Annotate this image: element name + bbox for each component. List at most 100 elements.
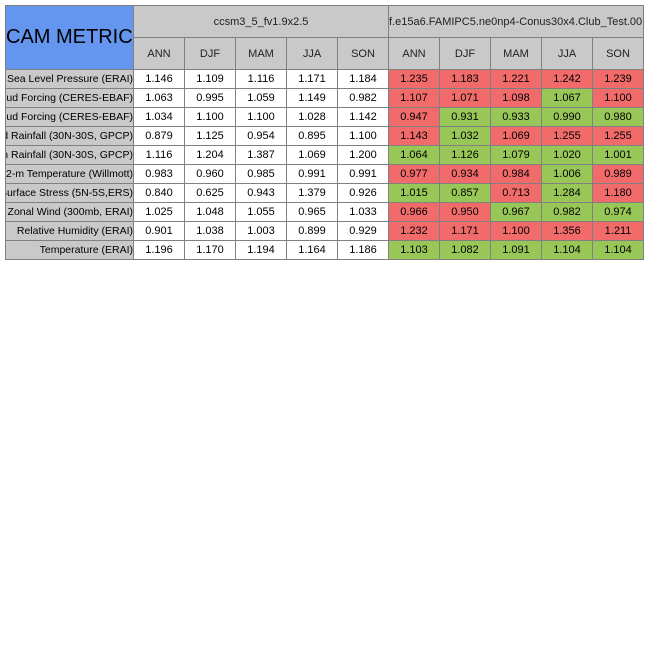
metric-label: Ocean Rainfall (30N-30S, GPCP) xyxy=(5,145,134,165)
table-row: Sea Level Pressure (ERAI) 1.146 1.109 1.116… xyxy=(5,69,645,89)
metric-label: LW Cloud Forcing (CERES-EBAF) xyxy=(5,107,134,127)
test-value-cell: 1.180 xyxy=(591,183,645,203)
metric-label: Relative Humidity (ERAI) xyxy=(5,221,134,241)
test-value-cell: 1.079 xyxy=(490,145,542,165)
test-value-cell: 1.071 xyxy=(439,88,491,108)
test-value-cell: 1.015 xyxy=(388,183,440,203)
base-value-cell: 1.184 xyxy=(337,69,389,89)
base-value-cell: 1.149 xyxy=(286,88,338,108)
table-body: Sea Level Pressure (ERAI) 1.146 1.109 1.116… xyxy=(5,69,645,260)
base-value-cell: 1.142 xyxy=(337,107,389,127)
test-value-cell: 1.104 xyxy=(591,240,645,260)
base-value-cell: 0.960 xyxy=(184,164,236,184)
test-value-cell: 1.098 xyxy=(490,88,542,108)
base-value-cell: 1.204 xyxy=(184,145,236,165)
base-value-cell: 0.991 xyxy=(286,164,338,184)
base-value-cell: 1.100 xyxy=(337,126,389,146)
test-value-cell: 0.931 xyxy=(439,107,491,127)
metric-label: Temperature (ERAI) xyxy=(5,240,134,260)
test-value-cell: 0.947 xyxy=(388,107,440,127)
base-value-cell: 0.983 xyxy=(133,164,185,184)
metric-label-text: Relative Humidity (ERAI) xyxy=(16,225,133,237)
base-value-cell: 1.116 xyxy=(235,69,287,89)
base-value-cell: 0.995 xyxy=(184,88,236,108)
base-value-cell: 1.003 xyxy=(235,221,287,241)
test-value-cell: 1.100 xyxy=(591,88,645,108)
base-value-cell: 1.164 xyxy=(286,240,338,260)
base-value-cell: 1.100 xyxy=(184,107,236,127)
test-value-cell: 1.020 xyxy=(541,145,593,165)
test-value-cell: 1.103 xyxy=(388,240,440,260)
test-value-cell: 0.967 xyxy=(490,202,542,222)
test-value-cell: 0.989 xyxy=(591,164,645,184)
base-value-cell: 0.895 xyxy=(286,126,338,146)
base-value-cell: 1.125 xyxy=(184,126,236,146)
base-case-header: ccsm3_5_fv1.9x2.5 xyxy=(133,5,389,38)
test-value-cell: 1.171 xyxy=(439,221,491,241)
base-value-cell: 1.194 xyxy=(235,240,287,260)
test-value-cell: 1.356 xyxy=(541,221,593,241)
season-header: ANN xyxy=(388,37,440,70)
test-value-cell: 1.183 xyxy=(439,69,491,89)
metric-label-text: SW Cloud Forcing (CERES-EBAF) xyxy=(6,92,133,104)
metric-label: Zonal Wind (300mb, ERAI) xyxy=(5,202,134,222)
season-header: DJF xyxy=(439,37,491,70)
test-value-cell: 1.069 xyxy=(490,126,542,146)
test-value-cell: 1.284 xyxy=(541,183,593,203)
season-header: JJA xyxy=(541,37,593,70)
table-title: CAM METRICS xyxy=(5,5,134,70)
test-value-cell: 0.977 xyxy=(388,164,440,184)
test-value-cell: 1.067 xyxy=(541,88,593,108)
metric-label: Land Rainfall (30N-30S, GPCP) xyxy=(5,126,134,146)
cam-metrics-table: CAM METRICS ccsm3_5_fv1.9x2.5 f.e15a6.FA… xyxy=(5,5,645,260)
base-value-cell: 0.901 xyxy=(133,221,185,241)
season-header: SON xyxy=(337,37,389,70)
base-value-cell: 0.840 xyxy=(133,183,185,203)
base-value-cell: 1.387 xyxy=(235,145,287,165)
metric-label-text: LW Cloud Forcing (CERES-EBAF) xyxy=(6,111,133,123)
season-header: SON xyxy=(591,37,645,70)
test-case-header: f.e15a6.FAMIPC5.ne0np4-Conus30x4.Club_Te… xyxy=(387,5,645,38)
metric-label-text: Pacific Surface Stress (5N-5S,ERS) xyxy=(6,187,133,199)
base-value-cell: 1.109 xyxy=(184,69,236,89)
test-value-cell: 0.982 xyxy=(541,202,593,222)
metric-label: Pacific Surface Stress (5N-5S,ERS) xyxy=(5,183,134,203)
base-value-cell: 0.929 xyxy=(337,221,389,241)
base-value-cell: 1.028 xyxy=(286,107,338,127)
test-value-cell: 0.974 xyxy=(591,202,645,222)
test-value-cell: 1.126 xyxy=(439,145,491,165)
base-value-cell: 1.048 xyxy=(184,202,236,222)
base-value-cell: 1.033 xyxy=(337,202,389,222)
test-value-cell: 1.104 xyxy=(541,240,593,260)
test-value-cell: 1.143 xyxy=(388,126,440,146)
test-value-cell: 1.107 xyxy=(388,88,440,108)
base-value-cell: 1.100 xyxy=(235,107,287,127)
base-value-cell: 0.926 xyxy=(337,183,389,203)
table-row: Zonal Wind (300mb, ERAI) 1.025 1.048 1.055 0… xyxy=(5,202,645,222)
test-value-cell: 0.934 xyxy=(439,164,491,184)
base-value-cell: 1.186 xyxy=(337,240,389,260)
base-value-cell: 1.116 xyxy=(133,145,185,165)
table-row: Ocean Rainfall (30N-30S, GPCP)1.1161.204… xyxy=(5,145,645,165)
test-value-cell: 1.064 xyxy=(388,145,440,165)
table-header: CAM METRICS ccsm3_5_fv1.9x2.5 f.e15a6.FA… xyxy=(5,5,645,70)
base-value-cell: 1.171 xyxy=(286,69,338,89)
base-value-cell: 0.879 xyxy=(133,126,185,146)
base-value-cell: 0.625 xyxy=(184,183,236,203)
test-value-cell: 0.980 xyxy=(591,107,645,127)
base-value-cell: 1.200 xyxy=(337,145,389,165)
base-value-cell: 1.379 xyxy=(286,183,338,203)
test-value-cell: 1.232 xyxy=(388,221,440,241)
base-value-cell: 0.965 xyxy=(286,202,338,222)
test-value-cell: 1.032 xyxy=(439,126,491,146)
base-value-cell: 1.069 xyxy=(286,145,338,165)
test-value-cell: 1.235 xyxy=(388,69,440,89)
base-value-cell: 1.038 xyxy=(184,221,236,241)
table-row: Relative Humidity (ERAI) 0.901 1.038 1.003 0… xyxy=(5,221,645,241)
test-value-cell: 0.933 xyxy=(490,107,542,127)
season-header: ANN xyxy=(133,37,185,70)
test-value-cell: 0.966 xyxy=(388,202,440,222)
metric-label-text: Land Rainfall (30N-30S, GPCP) xyxy=(7,130,133,142)
test-value-cell: 1.082 xyxy=(439,240,491,260)
base-value-cell: 0.991 xyxy=(337,164,389,184)
